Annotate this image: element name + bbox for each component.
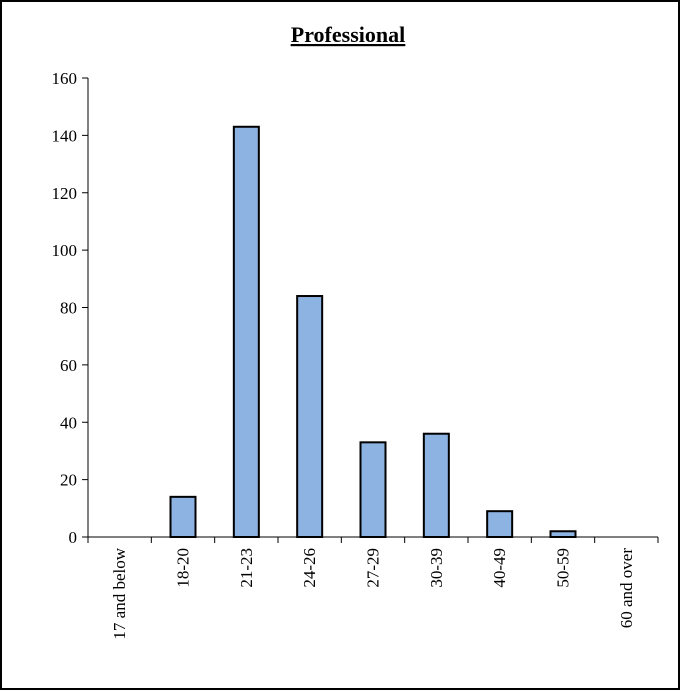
x-tick-label: 50-59 [554,548,573,588]
y-tick-label: 80 [60,299,77,318]
x-tick-label: 60 and over [617,548,636,629]
y-tick-label: 120 [52,184,78,203]
bar-21-23 [232,125,260,539]
chart-title: Professional [291,22,405,47]
x-tick-label: 21-23 [237,548,256,588]
bar-24-26 [296,295,324,538]
y-tick-label: 0 [69,528,78,547]
y-tick-label: 40 [60,413,77,432]
y-tick-label: 160 [52,69,78,88]
y-tick-label: 20 [60,471,77,490]
x-tick-label: 40-49 [490,548,509,588]
bars [169,125,577,539]
x-tick-label: 17 and below [110,547,129,639]
y-axis: 0 20 40 60 80 100 120 140 160 [52,69,89,547]
bar-40-49 [486,510,514,538]
y-tick-label: 100 [52,241,78,260]
x-tick-label: 27-29 [364,548,383,588]
bar-50-59 [549,530,577,539]
bar-27-29 [359,441,387,538]
x-axis: 17 and below 18-20 21-23 24-26 27-29 30-39 40-… [87,536,659,640]
x-tick-label: 24-26 [300,548,319,588]
bar-30-39 [422,432,450,539]
y-tick-label: 140 [52,126,78,145]
x-tick-label: 30-39 [427,548,446,588]
x-tick-label: 18-20 [174,548,193,588]
bar-18-20 [169,495,197,538]
y-tick-label: 60 [60,356,77,375]
